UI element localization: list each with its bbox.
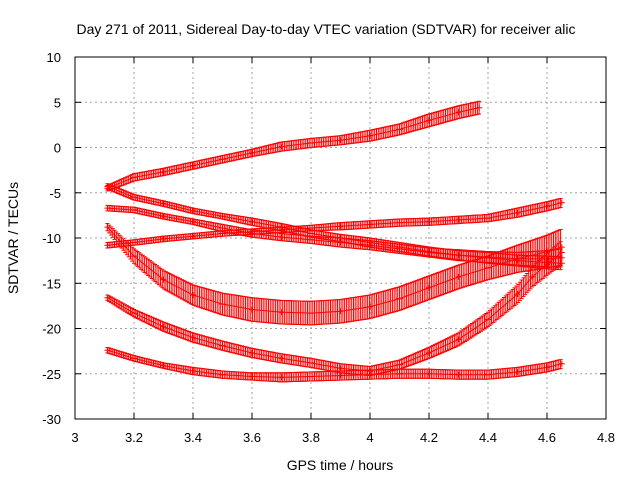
data-point: [308, 236, 314, 243]
series-rising-to-top: [104, 100, 483, 192]
data-point: [160, 276, 167, 283]
data-point: [219, 225, 226, 231]
data-point: [131, 206, 137, 213]
series-line: [107, 253, 561, 372]
data-point: [337, 239, 344, 246]
data-point: [529, 273, 536, 280]
data-point: [337, 223, 344, 230]
data-point: [558, 199, 565, 206]
data-point: [558, 244, 565, 251]
data-point: [308, 310, 314, 317]
data-point: [558, 249, 565, 256]
data-point: [104, 183, 111, 190]
data-point: [337, 137, 344, 144]
data-point: [426, 117, 432, 124]
data-point: [544, 261, 550, 268]
data-point: [367, 221, 373, 228]
data-point: [104, 205, 111, 212]
data-point: [219, 301, 226, 308]
data-point: [104, 242, 111, 249]
data-point: [190, 334, 196, 341]
data-point: [514, 209, 521, 216]
data-point: [160, 235, 167, 242]
data-point: [558, 254, 565, 261]
data-point: [426, 218, 432, 225]
data-point: [190, 233, 196, 240]
data-point: [396, 219, 403, 226]
data-point: [396, 361, 403, 368]
data-point: [249, 349, 255, 356]
data-point: [396, 295, 403, 302]
data-point: [278, 355, 285, 362]
data-point: [426, 284, 432, 291]
series-group: [104, 100, 565, 383]
data-point: [396, 126, 403, 133]
data-point: [190, 207, 196, 214]
data-point: [278, 226, 285, 233]
data-point: [367, 303, 373, 310]
data-point: [426, 349, 432, 356]
data-point: [396, 245, 403, 252]
data-point: [544, 203, 550, 210]
data-point: [514, 291, 521, 298]
data-point: [455, 216, 462, 223]
data-point: [308, 225, 314, 231]
data-point: [249, 306, 255, 313]
data-point: [476, 104, 483, 111]
data-point: [455, 252, 462, 259]
data-point: [131, 174, 137, 181]
data-point: [160, 323, 167, 330]
series-line: [107, 107, 480, 189]
data-point: [190, 162, 196, 169]
data-point: [160, 200, 167, 207]
data-point: [190, 292, 196, 298]
series-dipping-curve: [104, 223, 565, 326]
data-point: [455, 336, 462, 343]
series-flat-upper: [104, 198, 565, 249]
data-point: [485, 215, 491, 222]
data-point: [278, 234, 285, 241]
data-point: [190, 218, 196, 225]
data-point: [485, 264, 491, 271]
data-point: [455, 109, 462, 116]
data-point: [104, 294, 111, 301]
data-point: [219, 156, 226, 163]
data-point: [131, 194, 137, 201]
series-upper-middle-descending: [104, 204, 565, 268]
data-point: [249, 218, 255, 225]
data-point: [160, 213, 167, 220]
series-lower-v-shape: [104, 241, 565, 376]
data-point: [337, 308, 344, 315]
data-point: [485, 316, 491, 323]
data-point: [219, 342, 226, 349]
series-bottom-flat: [104, 347, 565, 383]
series-line: [107, 226, 561, 314]
data-point: [131, 310, 137, 317]
data-point: [278, 309, 285, 316]
data-point: [219, 213, 226, 220]
data-point: [426, 249, 432, 256]
data-point: [308, 359, 314, 366]
data-point: [104, 224, 111, 231]
data-point: [337, 365, 344, 372]
data-point: [249, 228, 255, 235]
data-point: [249, 149, 255, 156]
data-point: [160, 168, 167, 175]
data-point: [367, 132, 373, 139]
data-point: [131, 239, 137, 246]
data-point: [514, 255, 521, 262]
data-point: [367, 242, 373, 249]
data-point: [455, 273, 462, 280]
data-point: [308, 140, 314, 146]
data-point: [131, 253, 137, 260]
data-point: [278, 143, 285, 150]
data-point: [219, 230, 226, 237]
